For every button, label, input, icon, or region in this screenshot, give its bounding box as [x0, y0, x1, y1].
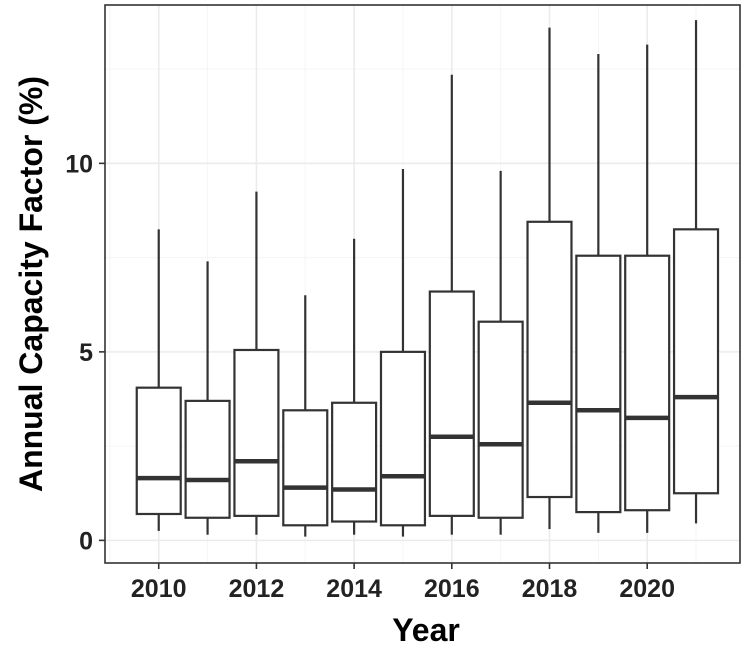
x-tick-label: 2014 — [326, 575, 382, 603]
y-tick-label: 0 — [79, 527, 93, 555]
box-2015 — [379, 169, 427, 537]
box-2014 — [331, 238, 378, 535]
box-2019 — [575, 54, 622, 533]
x-tick-label: 2016 — [424, 575, 480, 603]
box-iqr — [282, 409, 329, 527]
x-tick-label: 2018 — [522, 575, 578, 603]
x-tick-label: 2020 — [619, 575, 675, 603]
x-tick-label: 2010 — [131, 575, 187, 603]
box-2013 — [282, 295, 329, 537]
x-axis-ticks: 2010 2012 2014 2016 2018 2020 — [131, 563, 675, 603]
y-axis-ticks: 0 5 10 — [65, 150, 105, 555]
box-iqr — [135, 386, 182, 516]
box-2016 — [428, 74, 475, 535]
y-tick-label: 5 — [79, 339, 93, 367]
box-iqr — [526, 220, 573, 499]
box-iqr — [477, 320, 524, 519]
box-2010 — [135, 229, 182, 531]
box-iqr — [379, 350, 427, 527]
box-2020 — [624, 44, 671, 533]
box-2012 — [233, 191, 280, 535]
x-tick-label: 2012 — [229, 575, 285, 603]
x-axis-title: Year — [392, 612, 460, 647]
box-2021 — [672, 20, 720, 524]
box-iqr — [428, 290, 475, 517]
box-2017 — [477, 170, 524, 535]
box-iqr — [184, 399, 231, 519]
box-iqr — [331, 401, 378, 523]
box-iqr — [575, 254, 622, 514]
box-2018 — [526, 27, 573, 530]
box-iqr — [672, 228, 720, 495]
box-iqr — [233, 348, 280, 517]
y-tick-label: 10 — [65, 150, 93, 178]
box-iqr — [624, 254, 671, 512]
panel-border — [104, 4, 741, 564]
y-axis-title: Annual Capacity Factor (%) — [13, 76, 49, 492]
box-series — [135, 20, 720, 537]
box-2011 — [184, 261, 231, 535]
